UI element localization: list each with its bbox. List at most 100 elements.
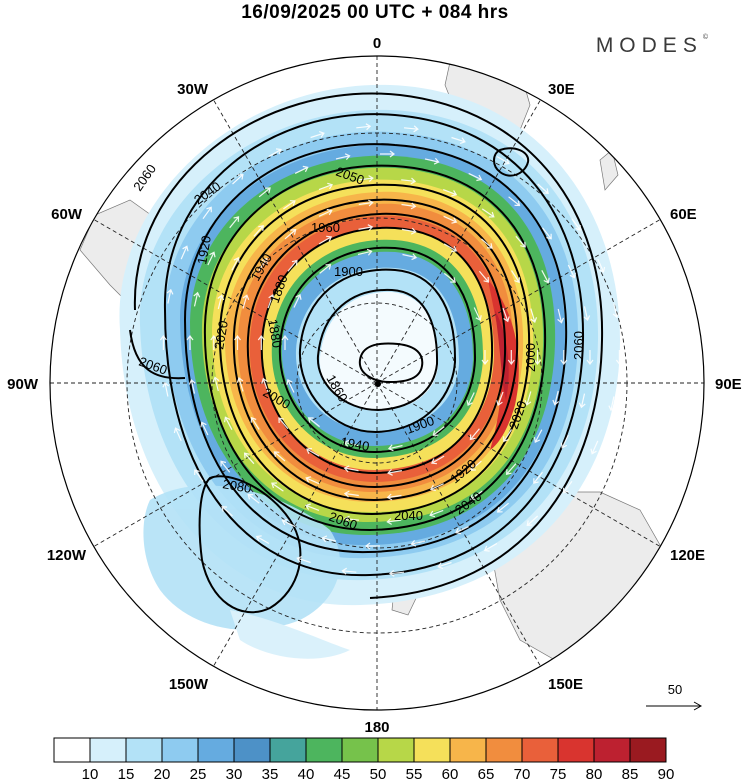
wind-vector-arrow — [305, 503, 320, 511]
lon-label-120e: 120E — [670, 547, 705, 564]
wind-vector-arrow — [552, 390, 560, 406]
logo-copyright-mark: © — [702, 34, 708, 41]
lon-label-90e: 90E — [715, 376, 742, 393]
contour-2060-left — [129, 329, 186, 380]
wind-vector-arrow — [224, 416, 233, 430]
lon-label-150e: 150E — [548, 676, 583, 693]
colorbar-swatch — [521, 737, 559, 763]
wind-vector-arrow — [294, 165, 309, 174]
colorbar-swatch — [269, 737, 307, 763]
wind-vector-arrow — [557, 308, 565, 324]
wind-vector-arrow — [443, 272, 456, 283]
colorbar-tick-label: 35 — [262, 766, 279, 782]
wind-vector-arrow — [478, 270, 490, 283]
wind-vector-arrow — [505, 463, 517, 475]
wind-vector-arrow — [358, 224, 374, 232]
wind-vector-arrow — [526, 515, 539, 527]
wind-vector-arrow — [343, 465, 359, 473]
wind-vector-arrow — [250, 416, 260, 430]
wind-vector-arrow — [431, 455, 445, 465]
wind-vector-arrow — [443, 215, 458, 224]
wind-vector-arrow — [442, 189, 458, 197]
wind-vector-arrow — [307, 417, 320, 428]
wind-vector-arrow — [403, 125, 419, 133]
contour-1900 — [298, 268, 457, 434]
lon-label-30e: 30E — [548, 81, 575, 98]
wind-vectors — [159, 123, 623, 577]
reference-vector-label: 50 — [668, 682, 682, 697]
wind-vector-arrow — [563, 480, 573, 494]
wind-vector-arrow — [318, 235, 333, 245]
wind-vector-arrow — [401, 227, 417, 235]
wind-vector-arrow — [341, 567, 357, 575]
contour-label: 1940 — [339, 434, 370, 454]
colorbar-tick-label: 70 — [514, 766, 531, 782]
reference-vector: 50 — [646, 682, 703, 711]
wind-vector-arrow — [507, 350, 515, 365]
contour-1940 — [260, 226, 494, 475]
contour-2080 — [198, 475, 302, 614]
lon-label-150w: 150W — [169, 676, 209, 693]
contour-label: 1960 — [311, 220, 340, 235]
colorbar-tick-label: 40 — [298, 766, 315, 782]
wind-vector-arrow — [318, 182, 334, 191]
wind-vector-arrow — [321, 535, 337, 543]
contour-label: 2080 — [221, 476, 252, 496]
wind-vector-arrow — [306, 447, 320, 457]
wind-vector-arrow — [166, 288, 174, 304]
wind-vector-arrow — [236, 377, 244, 392]
wind-vector-arrow — [293, 293, 302, 308]
wind-vector-arrow — [455, 526, 469, 535]
colorbar-swatch — [449, 737, 487, 763]
contour-2020 — [203, 164, 547, 532]
colorbar-tick-label: 10 — [82, 766, 99, 782]
wind-vector-arrow — [496, 502, 509, 513]
wind-vector-arrow — [271, 482, 284, 492]
colorbar-tick-label: 85 — [622, 766, 639, 782]
contour-label: 2060 — [571, 331, 586, 360]
wind-vector-arrow — [473, 307, 482, 322]
wind-vector-arrow — [258, 187, 271, 198]
contour-1980 — [232, 198, 519, 502]
wind-vector-arrow — [335, 153, 351, 160]
wind-vector-arrow — [220, 460, 231, 473]
wind-vector-arrow — [365, 542, 380, 550]
wind-vector-arrow — [229, 216, 240, 229]
wind-vector-arrow — [515, 235, 526, 248]
arrow-head-icon — [693, 701, 703, 711]
lon-label-30w: 30W — [177, 81, 209, 98]
wind-vector-arrow — [583, 306, 591, 321]
wind-vector-arrow — [286, 378, 295, 393]
wind-vector-arrow — [278, 417, 289, 430]
contour-2000 — [218, 183, 531, 516]
lon-label-0: 0 — [373, 35, 381, 52]
wind-vector-arrow — [180, 245, 189, 260]
wind-vector-arrow — [207, 251, 216, 266]
wind-vector-arrow — [257, 335, 265, 350]
wind-vector-arrow — [402, 253, 418, 261]
wind-vector-arrow — [343, 490, 359, 498]
wind-vector-arrow — [615, 350, 623, 365]
contour-2060-lowcell — [493, 147, 530, 177]
lon-label-120w: 120W — [47, 547, 87, 564]
wind-vector-arrow — [597, 258, 606, 273]
wind-vector-arrow — [261, 377, 269, 393]
wind-vector-arrow — [267, 293, 275, 309]
wind-vector-arrow — [217, 294, 225, 310]
wind-vector-arrow — [173, 427, 182, 442]
wind-vector-arrow — [560, 434, 569, 449]
wind-vector-arrow — [162, 381, 170, 397]
wind-vector-arrow — [470, 460, 482, 471]
colorbar-tick-label: 25 — [190, 766, 207, 782]
colorbar-swatch — [629, 737, 667, 763]
geopotential-contours — [129, 92, 604, 614]
wind-vector-arrow — [232, 173, 244, 185]
wind-vector-arrow — [387, 468, 403, 476]
land-madagascar — [599, 149, 619, 191]
colorbar-swatch — [53, 737, 91, 763]
colorbar-tick-label: 55 — [406, 766, 423, 782]
wind-vector-arrow — [281, 518, 296, 528]
wind-vector-arrow — [221, 506, 233, 517]
contour-2060-outer — [133, 92, 604, 599]
colorbar-swatch — [377, 737, 415, 763]
